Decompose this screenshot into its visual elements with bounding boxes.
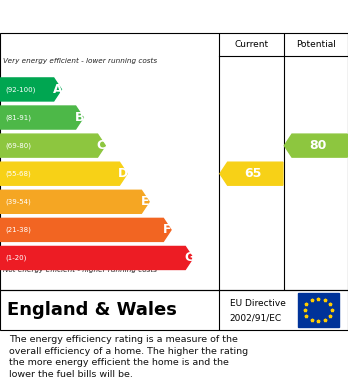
Text: C: C xyxy=(97,139,106,152)
Text: (92-100): (92-100) xyxy=(5,86,35,93)
Text: 80: 80 xyxy=(309,139,326,152)
Text: 2002/91/EC: 2002/91/EC xyxy=(230,314,282,323)
Text: D: D xyxy=(118,167,128,180)
FancyArrow shape xyxy=(0,218,171,241)
Text: (21-38): (21-38) xyxy=(5,227,31,233)
Text: EU Directive: EU Directive xyxy=(230,300,286,308)
Text: (39-54): (39-54) xyxy=(5,199,31,205)
Text: B: B xyxy=(75,111,84,124)
Text: Potential: Potential xyxy=(296,40,336,49)
FancyArrow shape xyxy=(284,134,347,157)
Text: F: F xyxy=(163,223,172,237)
FancyArrow shape xyxy=(0,78,61,101)
Text: E: E xyxy=(141,195,150,208)
Text: Not energy efficient - higher running costs: Not energy efficient - higher running co… xyxy=(3,267,158,273)
Text: Very energy efficient - lower running costs: Very energy efficient - lower running co… xyxy=(3,57,158,63)
FancyArrow shape xyxy=(0,106,83,129)
Text: (69-80): (69-80) xyxy=(5,142,31,149)
Text: Current: Current xyxy=(234,40,269,49)
Bar xyxy=(298,293,339,327)
Text: England & Wales: England & Wales xyxy=(7,301,177,319)
Text: 65: 65 xyxy=(245,167,262,180)
Text: A: A xyxy=(53,83,62,96)
FancyArrow shape xyxy=(0,190,149,213)
FancyArrow shape xyxy=(0,246,193,269)
Text: Energy Efficiency Rating: Energy Efficiency Rating xyxy=(10,9,221,24)
Text: The energy efficiency rating is a measure of the
overall efficiency of a home. T: The energy efficiency rating is a measur… xyxy=(9,335,248,379)
Text: (1-20): (1-20) xyxy=(5,255,26,261)
FancyArrow shape xyxy=(0,134,105,157)
FancyArrow shape xyxy=(0,162,127,185)
Text: (55-68): (55-68) xyxy=(5,170,31,177)
FancyArrow shape xyxy=(220,162,283,185)
Text: G: G xyxy=(184,251,194,264)
Text: (81-91): (81-91) xyxy=(5,114,31,121)
